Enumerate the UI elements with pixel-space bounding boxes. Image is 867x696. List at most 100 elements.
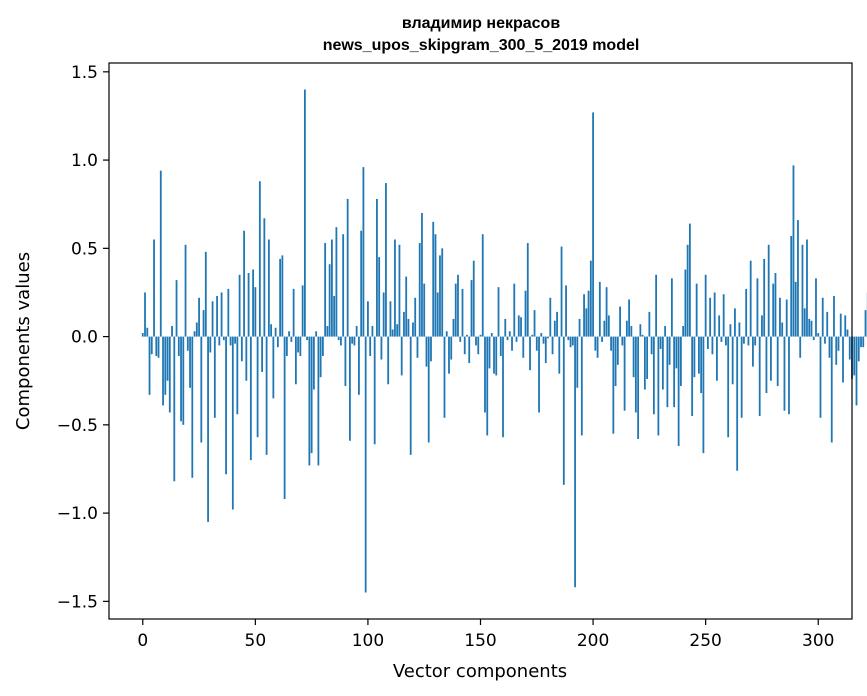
- bar: [418, 243, 421, 337]
- bar: [281, 255, 284, 337]
- bar: [835, 336, 838, 365]
- bar: [619, 306, 621, 337]
- y-tick-label: 0.5: [71, 239, 98, 259]
- bar: [693, 336, 696, 378]
- bar: [848, 336, 851, 360]
- bar: [659, 336, 662, 349]
- bar: [668, 336, 671, 365]
- bar: [409, 336, 412, 455]
- bar: [508, 331, 511, 337]
- bar: [731, 336, 734, 385]
- bar: [531, 334, 534, 337]
- bar: [144, 292, 146, 337]
- bar: [180, 336, 182, 422]
- y-tick-label: 1.5: [71, 63, 98, 83]
- bar: [740, 336, 743, 418]
- y-tick-label: −1.0: [57, 504, 98, 524]
- bar: [285, 336, 288, 357]
- bar: [749, 260, 752, 337]
- bar: [324, 243, 327, 337]
- bar: [526, 243, 529, 337]
- bar: [279, 258, 282, 337]
- bar: [824, 336, 826, 344]
- bar: [403, 311, 405, 337]
- bar: [504, 318, 507, 337]
- chart-subtitle: news_upos_skipgram_300_5_2019 model: [323, 37, 640, 54]
- bar: [682, 326, 685, 337]
- bar: [707, 336, 709, 349]
- bar: [247, 273, 250, 337]
- bar: [765, 336, 768, 394]
- bar: [389, 301, 392, 337]
- bar: [164, 336, 167, 395]
- bar: [380, 336, 383, 360]
- bar: [400, 336, 403, 376]
- bar: [454, 283, 457, 337]
- bar: [211, 301, 214, 337]
- bar: [799, 336, 802, 358]
- bar: [567, 336, 570, 341]
- bar: [569, 336, 572, 348]
- bar: [691, 336, 694, 417]
- bar: [630, 326, 633, 337]
- bar: [376, 198, 378, 337]
- bar: [670, 278, 673, 337]
- bar: [495, 336, 498, 376]
- bar: [252, 269, 254, 337]
- bar: [558, 336, 561, 374]
- bar: [522, 336, 525, 358]
- bar: [182, 336, 185, 425]
- bar: [565, 285, 567, 337]
- bar: [425, 336, 428, 367]
- bar: [767, 244, 770, 337]
- bar: [542, 336, 545, 344]
- x-tick-label: 150: [464, 631, 496, 651]
- bar: [423, 283, 426, 337]
- bar: [587, 290, 590, 337]
- bar: [700, 336, 703, 394]
- bar: [213, 336, 216, 418]
- bar: [610, 336, 612, 351]
- bar: [806, 239, 808, 337]
- bar: [826, 311, 829, 337]
- bar: [716, 336, 718, 381]
- x-tick-label: 0: [137, 631, 148, 651]
- bar: [191, 336, 194, 478]
- bar: [171, 326, 173, 337]
- bar: [657, 336, 660, 436]
- bar: [549, 297, 552, 337]
- bar: [477, 336, 480, 355]
- bar: [639, 324, 642, 337]
- bar: [752, 336, 754, 367]
- bar: [434, 234, 437, 337]
- bar: [637, 336, 640, 439]
- bar: [470, 280, 473, 337]
- bar: [360, 230, 363, 337]
- bar: [202, 310, 205, 337]
- bar: [511, 336, 513, 351]
- bar: [803, 308, 806, 337]
- bar: [198, 297, 200, 337]
- y-tick-label: −0.5: [57, 416, 98, 436]
- bar: [231, 336, 234, 510]
- bar: [794, 281, 797, 337]
- bar: [351, 336, 354, 344]
- y-axis-ticks: −1.5 −1.0 −0.5 0.0 0.5 1.0 1.5: [57, 63, 109, 612]
- bar: [249, 336, 252, 461]
- bar: [616, 336, 619, 365]
- bar: [596, 336, 599, 358]
- bar: [340, 336, 342, 346]
- bar: [258, 181, 261, 337]
- bar: [378, 257, 381, 337]
- bar: [623, 336, 626, 411]
- bar: [450, 336, 453, 360]
- bar: [688, 223, 691, 337]
- bar: [574, 336, 576, 588]
- x-tick-label: 200: [577, 631, 609, 651]
- bar: [337, 336, 340, 341]
- x-tick-label: 300: [802, 631, 834, 651]
- bar: [303, 89, 306, 337]
- y-tick-label: 1.0: [71, 151, 98, 171]
- bar: [382, 292, 385, 337]
- bar: [686, 244, 689, 337]
